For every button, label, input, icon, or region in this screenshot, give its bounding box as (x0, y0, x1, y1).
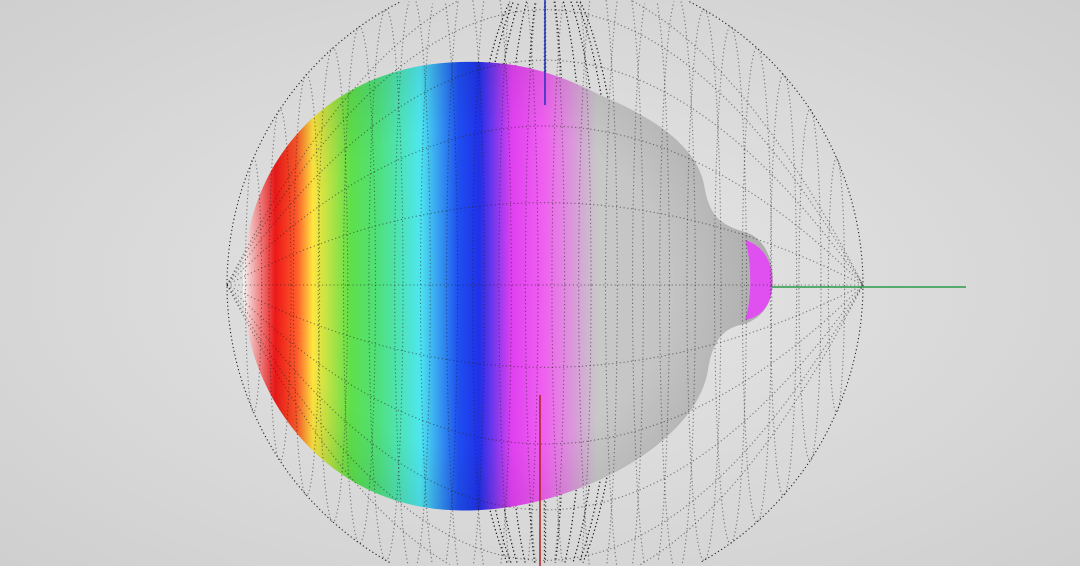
latitude-ring (769, 74, 798, 496)
wireframe-overlay (226, 0, 864, 565)
latitude-ring (656, 3, 671, 285)
latitude-ring (606, 285, 618, 565)
latitude-ring (416, 285, 431, 564)
latitude-ring (472, 0, 485, 565)
latitude-ring (604, 0, 618, 565)
latitude-ring (580, 285, 592, 562)
latitude-ring (317, 47, 349, 523)
sphere-outline (226, 1, 401, 563)
latitude-ring (394, 1, 410, 564)
latitude-ring (524, 1, 537, 563)
lobe-tip (745, 240, 773, 320)
longitude-line (226, 284, 450, 565)
meridian (572, 285, 603, 563)
longitude-line (226, 284, 864, 445)
longitude-line (226, 202, 864, 286)
latitude-ring (444, 3, 459, 285)
longitude-line (226, 284, 864, 511)
longitude-line (226, 284, 864, 561)
latitude-ring (798, 108, 822, 462)
latitude-ring (553, 1, 566, 285)
latitude-ring (579, 2, 592, 285)
longitude-line (226, 284, 864, 368)
latitude-ring (526, 2, 539, 285)
latitude-ring (445, 0, 459, 565)
latitude-ring (498, 2, 511, 562)
latitude-ring (659, 1, 675, 564)
latitude-ring (551, 2, 564, 562)
latitude-ring (686, 9, 722, 561)
latitude-ring (631, 285, 645, 565)
longitude-line (226, 9, 864, 286)
surface-shading (243, 61, 773, 511)
latitude-ring (578, 0, 591, 565)
latitude-ring (527, 285, 539, 562)
longitude-line (226, 59, 864, 286)
latitude-ring (681, 285, 696, 564)
latitude-ring (631, 0, 645, 285)
meridian (578, 285, 616, 563)
latitude-ring (741, 47, 773, 523)
latitude-ring (500, 285, 512, 565)
meridian (554, 1, 568, 285)
latitude-ring (472, 0, 486, 285)
meridian (582, 284, 624, 563)
latitude-ring (472, 285, 486, 565)
longitude-line (632, 0, 864, 286)
surface-blob (243, 61, 773, 511)
longitude-line (226, 125, 864, 286)
latitude-ring (292, 74, 321, 496)
